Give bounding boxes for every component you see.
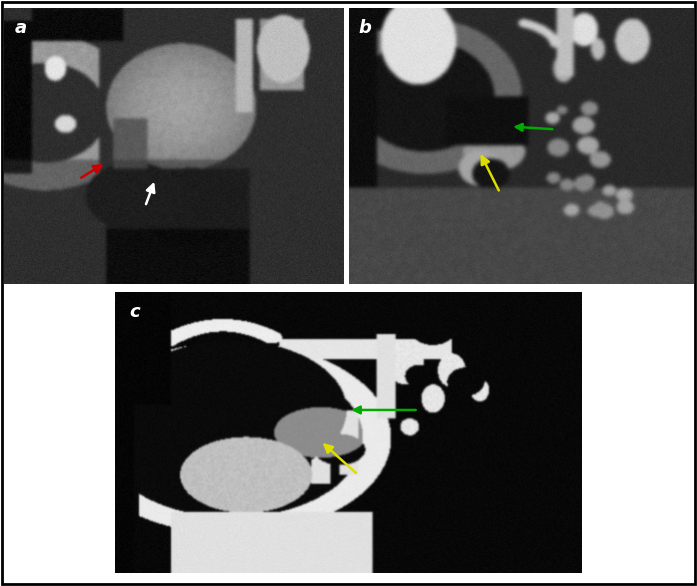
Text: a: a (15, 19, 26, 37)
Text: b: b (359, 19, 372, 37)
Text: c: c (129, 303, 139, 321)
